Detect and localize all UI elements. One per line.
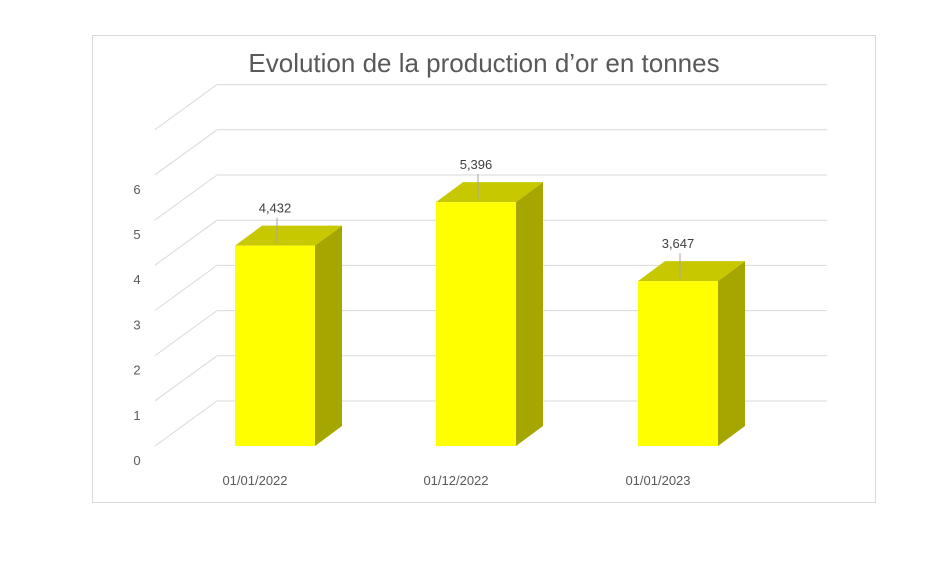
gridline-diagonal [154, 174, 218, 221]
y-tick-label: 2 [133, 363, 140, 378]
x-tick-label: 01/12/2022 [423, 473, 488, 488]
data-label: 5,396 [460, 157, 493, 172]
bar-top [638, 261, 745, 282]
bar-side [315, 225, 342, 446]
bar-1: 4,432 [235, 201, 342, 446]
y-tick-label: 4 [133, 272, 140, 287]
y-tick-label: 5 [133, 227, 140, 242]
x-tick-label: 01/01/2022 [222, 473, 287, 488]
bar-3: 3,647 [638, 236, 745, 446]
data-label: 4,432 [259, 201, 292, 216]
chart-title: Evolution de la production d’or en tonne… [248, 48, 720, 78]
gridline-diagonal [154, 84, 218, 131]
bar-front [235, 245, 315, 446]
bar-top [436, 182, 543, 203]
y-tick-label: 0 [133, 453, 140, 468]
gridline-diagonal [154, 264, 218, 311]
y-tick-label: 1 [133, 408, 140, 423]
gridline-diagonal [154, 129, 218, 176]
y-tick-label: 6 [133, 182, 140, 197]
bar-side [718, 261, 745, 446]
bar-side [516, 182, 543, 446]
bar-front [638, 281, 718, 446]
y-axis-ticks: 0 1 2 3 4 5 6 [133, 182, 140, 468]
gridline-diagonal [154, 310, 218, 357]
gridline-diagonal [154, 400, 218, 447]
bar-top [235, 225, 342, 246]
gridline-diagonal [154, 355, 218, 402]
y-tick-label: 3 [133, 317, 140, 332]
x-tick-label: 01/01/2023 [625, 473, 690, 488]
x-axis-ticks: 01/01/2022 01/12/2022 01/01/2023 [222, 473, 690, 488]
bar-front [436, 202, 516, 446]
gridline-diagonal [154, 219, 218, 266]
bar-2: 5,396 [436, 157, 543, 446]
bars: 4,432 5,396 3,647 [235, 157, 745, 446]
data-label: 3,647 [662, 236, 695, 251]
